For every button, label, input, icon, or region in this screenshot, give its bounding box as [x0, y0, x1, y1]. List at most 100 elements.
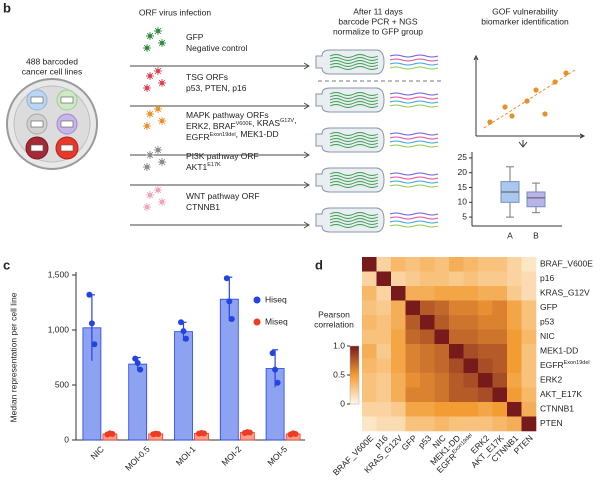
heatmap-cell: [463, 387, 479, 403]
heatmap-cell: [391, 329, 406, 345]
scatter-illustration: [473, 54, 586, 139]
heatmap-label: p16: [540, 273, 554, 283]
group-text: ERK2, BRAFV600E, KRASG12V,: [186, 115, 296, 131]
heatmap-cell: [507, 315, 522, 330]
text-part: , MEK1-DD: [236, 129, 279, 139]
superscript: G12V: [280, 118, 294, 124]
heatmap-cell: [507, 373, 522, 388]
heatmap-cell: [463, 358, 479, 374]
heatmap-cell: [376, 373, 392, 388]
heatmap-cell: [478, 257, 493, 272]
text-part: CTNNB1: [186, 202, 220, 212]
heatmap-cell: [362, 373, 377, 388]
heatmap-cell: [449, 315, 464, 330]
reads: [389, 100, 439, 104]
heatmap-cell: [362, 300, 377, 316]
virus-core: [145, 86, 149, 90]
heatmap-cell: [405, 271, 421, 287]
heatmap-cell: [492, 373, 508, 388]
cells: [329, 221, 379, 225]
group-text: p53, PTEN, p16: [186, 83, 247, 93]
heatmap-cell: [521, 329, 537, 345]
heatmap-cell: [463, 373, 479, 388]
heatmap-cell: [449, 416, 464, 432]
virus-icon: [143, 163, 151, 171]
heatmap-cell: [434, 329, 450, 345]
heatmap-cell: [507, 402, 522, 417]
reads: [389, 184, 439, 188]
heatmap-cell: [420, 271, 435, 287]
cells: [329, 63, 379, 67]
heatmap-label: CTNNB1: [540, 404, 574, 414]
replicate-point: [201, 430, 207, 437]
cells: [329, 66, 379, 70]
reads: [389, 180, 439, 184]
heatmap-cell: [405, 300, 421, 316]
reads: [389, 92, 439, 96]
heatmap-cell: [434, 271, 450, 287]
colorbar-tick-label: 0.5: [333, 369, 345, 379]
heatmap-cell: [420, 416, 435, 432]
cells: [329, 98, 379, 102]
heatmap-cell: [376, 271, 392, 287]
heatmap-cell: [391, 315, 406, 330]
heatmap-cell: [376, 416, 392, 432]
x-tick-label: MOI-5: [265, 444, 289, 468]
heatmap-cell: [420, 373, 435, 388]
heatmap-cell: [376, 300, 392, 316]
virus-icon: [146, 110, 154, 118]
cells: [329, 184, 379, 188]
text-part: , KRAS: [252, 118, 280, 128]
heatmap-cell: [521, 387, 537, 403]
legend-marker: [253, 318, 261, 326]
virus-core: [145, 46, 149, 50]
heatmap-cell: [478, 300, 493, 316]
heatmap-label: PTEN: [540, 418, 563, 428]
heatmap-cell: [420, 300, 435, 316]
heatmap-cell: [405, 257, 421, 272]
superscript: V600E: [236, 121, 253, 127]
virus-icon: [143, 84, 151, 92]
reads: [389, 144, 439, 148]
text-part: AKT1: [186, 162, 208, 172]
replicate-point: [269, 350, 276, 357]
heatmap-cell: [478, 416, 493, 432]
heatmap-cell: [405, 358, 421, 374]
text-part: Negative control: [186, 43, 248, 53]
heatmap-cell: [492, 300, 508, 316]
y-tick-label: 1,500: [48, 269, 70, 279]
heatmap-cell: [492, 344, 508, 359]
arrowhead: [303, 102, 310, 110]
heatmap-cell: [391, 416, 406, 432]
title-line: GOF vulnerability: [492, 6, 558, 16]
heatmap-cell: [478, 315, 493, 330]
cells: [329, 101, 379, 105]
colorbar-tick-label: 0: [340, 398, 345, 408]
heatmap-cell: [405, 416, 421, 432]
reads: [389, 136, 439, 140]
reads: [389, 54, 439, 58]
group-text: GFP: [186, 32, 204, 42]
colorbar-tick-label: 1.0: [333, 340, 345, 350]
group-text: CTNNB1: [186, 202, 220, 212]
heatmap-cell: [463, 271, 479, 287]
replicate-point: [109, 430, 116, 437]
arrowhead: [303, 151, 310, 159]
heatmap-cell: [463, 329, 479, 345]
heatmap-cell: [449, 344, 464, 359]
virus-icon: [146, 72, 154, 80]
cells: [329, 57, 379, 61]
replicate-point: [223, 275, 230, 282]
reads: [389, 104, 439, 108]
reads: [389, 176, 439, 180]
text-part: WNT pathway ORF: [186, 191, 260, 201]
heatmap-cell: [521, 271, 537, 287]
arrowhead: [303, 62, 310, 70]
reads: [389, 96, 439, 100]
heatmap-cell: [449, 300, 464, 316]
replicate-point: [132, 355, 139, 362]
replicate-point: [86, 291, 93, 298]
heatmap-cell: [391, 286, 406, 301]
cells: [329, 175, 379, 179]
cells: [329, 54, 379, 58]
